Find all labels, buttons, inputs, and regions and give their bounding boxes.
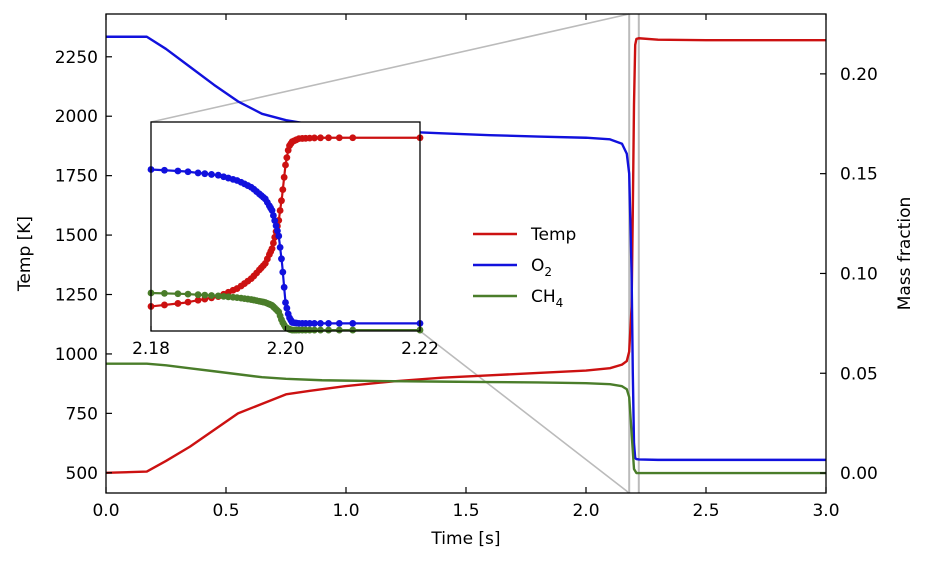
inset-marker-o2 — [271, 217, 279, 225]
inset-zoom-plot: 2.18 2.20 2.22 — [132, 121, 439, 359]
y-left-tick-label: 2250 — [55, 48, 98, 68]
inset-marker-o2 — [208, 171, 215, 178]
x-tick-label: 2.5 — [692, 501, 719, 521]
inset-marker-temp — [276, 207, 284, 214]
y-right-tick-label: 0.15 — [840, 165, 878, 185]
y-left-tick-label: 500 — [66, 464, 98, 484]
y-axis-left-title: Temp [K] — [15, 216, 35, 292]
inset-x-tick-label: 2.18 — [132, 339, 170, 359]
x-tick-label: 3.0 — [812, 501, 839, 521]
y-left-tick-label: 2000 — [55, 107, 98, 127]
inset-marker-temp — [184, 298, 192, 306]
inset-marker-o2 — [201, 170, 209, 178]
inset-marker-o2 — [335, 320, 343, 327]
inset-marker-ch4 — [349, 326, 357, 334]
axis-ticks — [105, 14, 827, 493]
inset-marker-o2 — [317, 320, 324, 327]
series-line-ch4 — [106, 362, 826, 475]
inset-marker-temp — [282, 161, 289, 169]
x-axis-title: Time [s] — [430, 529, 500, 549]
inset-marker-ch4 — [335, 326, 343, 334]
inset-series-group — [147, 134, 424, 334]
inset-ticks — [150, 326, 421, 331]
inset-marker-o2 — [325, 320, 332, 327]
inset-x-tick-label: 2.22 — [401, 339, 439, 359]
x-tick-label: 2.0 — [572, 501, 599, 521]
inset-marker-o2 — [276, 244, 284, 251]
inset-marker-ch4 — [311, 326, 318, 334]
inset-marker-temp — [280, 173, 288, 181]
inset-marker-o2 — [161, 166, 168, 174]
inset-marker-ch4 — [214, 292, 222, 300]
axis-tick-labels: 0.0 0.5 1.0 1.5 2.0 2.5 3.0 500 750 1000 1250 1500 1… — [55, 48, 878, 521]
zoom-connector-bottom — [419, 330, 630, 494]
inset-marker-o2 — [278, 255, 285, 263]
inset-marker-o2 — [306, 320, 314, 327]
inset-marker-ch4 — [201, 291, 209, 299]
inset-marker-ch4 — [184, 290, 192, 298]
y-right-tick-label: 0.00 — [840, 464, 878, 484]
legend-label-temp: Temp — [530, 225, 576, 245]
y-left-tick-label: 1250 — [55, 286, 98, 306]
inset-x-tick-label: 2.20 — [267, 339, 305, 359]
zoom-connector-top — [150, 13, 630, 123]
inset-marker-temp — [317, 134, 324, 142]
legend: Temp O2 CH4 — [473, 225, 576, 310]
inset-marker-temp — [311, 134, 318, 142]
inset-marker-temp — [279, 186, 287, 194]
inset-marker-temp — [269, 239, 277, 247]
inset-marker-ch4 — [174, 290, 182, 298]
inset-marker-ch4 — [317, 326, 324, 334]
legend-label-ch4: CH4 — [531, 287, 563, 310]
y-right-tick-label: 0.20 — [840, 65, 878, 85]
inset-marker-o2 — [214, 171, 222, 179]
y-axis-right-title: Mass fraction — [895, 197, 915, 311]
inset-marker-temp — [174, 300, 182, 307]
inset-marker-temp — [283, 154, 291, 162]
inset-marker-o2 — [349, 320, 357, 327]
inset-marker-temp — [349, 134, 357, 142]
y-right-tick-label: 0.10 — [840, 264, 878, 284]
inset-marker-ch4 — [325, 326, 332, 334]
inset-marker-o2 — [194, 169, 202, 177]
inset-marker-temp — [194, 296, 202, 304]
inset-marker-temp — [325, 134, 332, 142]
inset-marker-o2 — [283, 304, 291, 312]
inset-marker-o2 — [269, 212, 277, 219]
inset-marker-temp — [278, 197, 285, 205]
inset-marker-ch4 — [194, 291, 202, 299]
inset-marker-ch4 — [161, 289, 168, 297]
y-right-tick-label: 0.05 — [840, 364, 878, 384]
series-line-temp — [105, 37, 826, 474]
inset-marker-o2 — [279, 268, 287, 276]
main-series-group — [105, 35, 826, 475]
y-left-tick-label: 1500 — [55, 226, 98, 246]
inset-marker-o2 — [282, 299, 289, 306]
inset-marker-temp — [161, 301, 168, 309]
inset-marker-o2 — [272, 222, 280, 230]
series-line-o2 — [106, 35, 826, 462]
x-tick-label: 1.0 — [332, 501, 359, 521]
inset-marker-ch4 — [208, 292, 215, 299]
inset-marker-o2 — [311, 320, 318, 327]
inset-marker-temp — [335, 134, 343, 142]
x-tick-label: 0.0 — [92, 501, 119, 521]
inset-marker-o2 — [174, 167, 182, 175]
inset-marker-o2 — [280, 283, 288, 291]
inset-marker-ch4 — [306, 326, 314, 334]
inset-marker-o2 — [268, 206, 276, 214]
x-tick-label: 0.5 — [212, 501, 239, 521]
y-left-tick-label: 750 — [66, 404, 98, 424]
legend-label-o2: O2 — [531, 256, 552, 279]
inset-marker-temp — [268, 245, 276, 253]
inset-tick-labels: 2.18 2.20 2.22 — [132, 339, 439, 359]
inset-marker-o2 — [275, 232, 283, 240]
y-left-tick-label: 1000 — [55, 345, 98, 365]
y-left-tick-label: 1750 — [55, 167, 98, 187]
inset-marker-o2 — [184, 168, 192, 176]
inset-marker-o2 — [274, 227, 281, 235]
x-tick-label: 1.5 — [452, 501, 479, 521]
